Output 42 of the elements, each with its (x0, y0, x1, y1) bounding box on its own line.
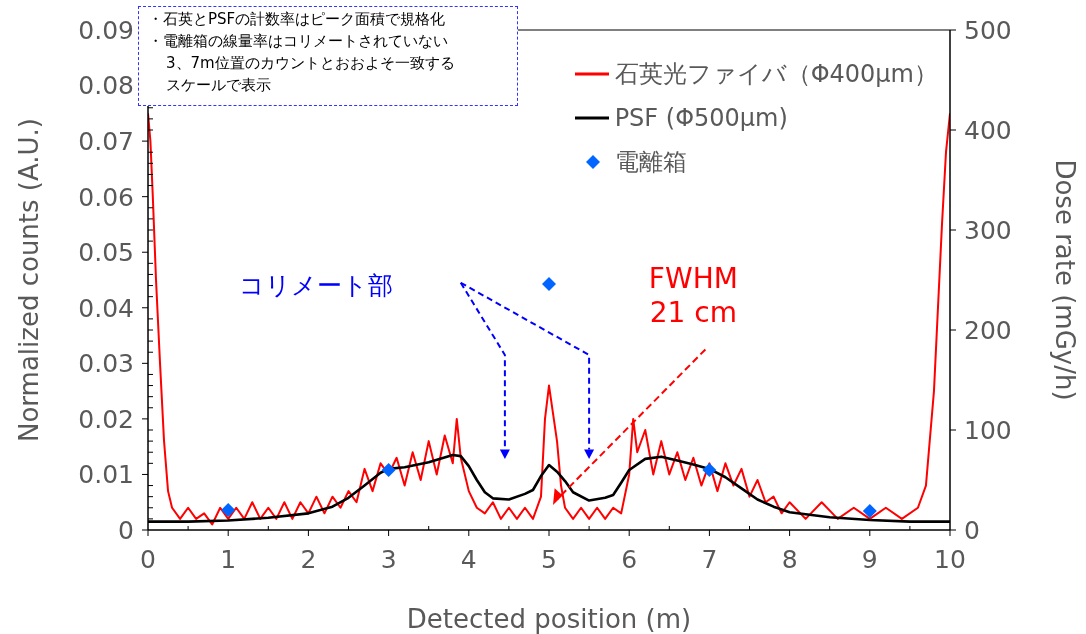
point (862, 504, 877, 518)
x-tick-label: 5 (541, 544, 557, 574)
y-tick-label: 0.06 (78, 182, 134, 212)
y-tick-label: 0.09 (78, 15, 134, 45)
x-tick-label: 8 (781, 544, 798, 574)
legend-label: 電離箱 (614, 147, 687, 178)
annotation: FWHM 21 cm (648, 262, 738, 330)
y2-tick-label: 500 (964, 15, 1012, 45)
x-tick-label: 4 (460, 544, 477, 574)
point (702, 463, 717, 477)
y2-tick-label: 0 (964, 515, 980, 545)
point (221, 503, 236, 517)
x-tick-label: 3 (380, 544, 397, 574)
text: ・石英とPSFの計数率はピーク面積で規格化 (148, 9, 447, 30)
y-tick-label: 0 (118, 515, 134, 545)
annotation: コリメート部 (239, 270, 394, 300)
x-tick-label: 2 (300, 544, 317, 574)
x-tick-label: 9 (861, 544, 878, 574)
x-tick-label: 0 (140, 544, 156, 574)
x-tick-label: 1 (220, 544, 237, 574)
y-axis-title: Normalized counts (A.U.) (14, 117, 44, 443)
x-tick-label: 10 (934, 544, 966, 574)
annotation: ・電離箱の線量率はコリメートされていない3、7m位置のカウントとおおよそ一致するスケールで表示 (148, 31, 456, 96)
x-axis-title: Detected position (m) (406, 604, 692, 634)
y2-tick-label: 200 (964, 315, 1012, 345)
y2-tick-label: 400 (964, 115, 1012, 145)
legend-label: 石英光ファイバ（Φ400μm） (614, 59, 938, 90)
y-tick-label: 0.04 (78, 293, 134, 323)
point (381, 463, 396, 477)
y-tick-label: 0.08 (78, 71, 134, 101)
y-tick-label: 0.02 (78, 404, 134, 434)
x-tick-label: 6 (621, 544, 638, 574)
y-tick-label: 0.03 (78, 349, 134, 379)
x-tick-label: 7 (701, 544, 718, 574)
y-tick-label: 0.05 (78, 238, 134, 268)
y2-axis-title: Dose rate (mGy/h) (1050, 159, 1080, 401)
point (542, 277, 556, 291)
y2-tick-label: 300 (964, 215, 1012, 245)
legend-label: PSF (Φ500μm) (614, 104, 788, 132)
y2-tick-label: 100 (964, 415, 1012, 445)
y-tick-label: 0.07 (78, 126, 134, 156)
y-tick-label: 0.01 (78, 460, 134, 490)
